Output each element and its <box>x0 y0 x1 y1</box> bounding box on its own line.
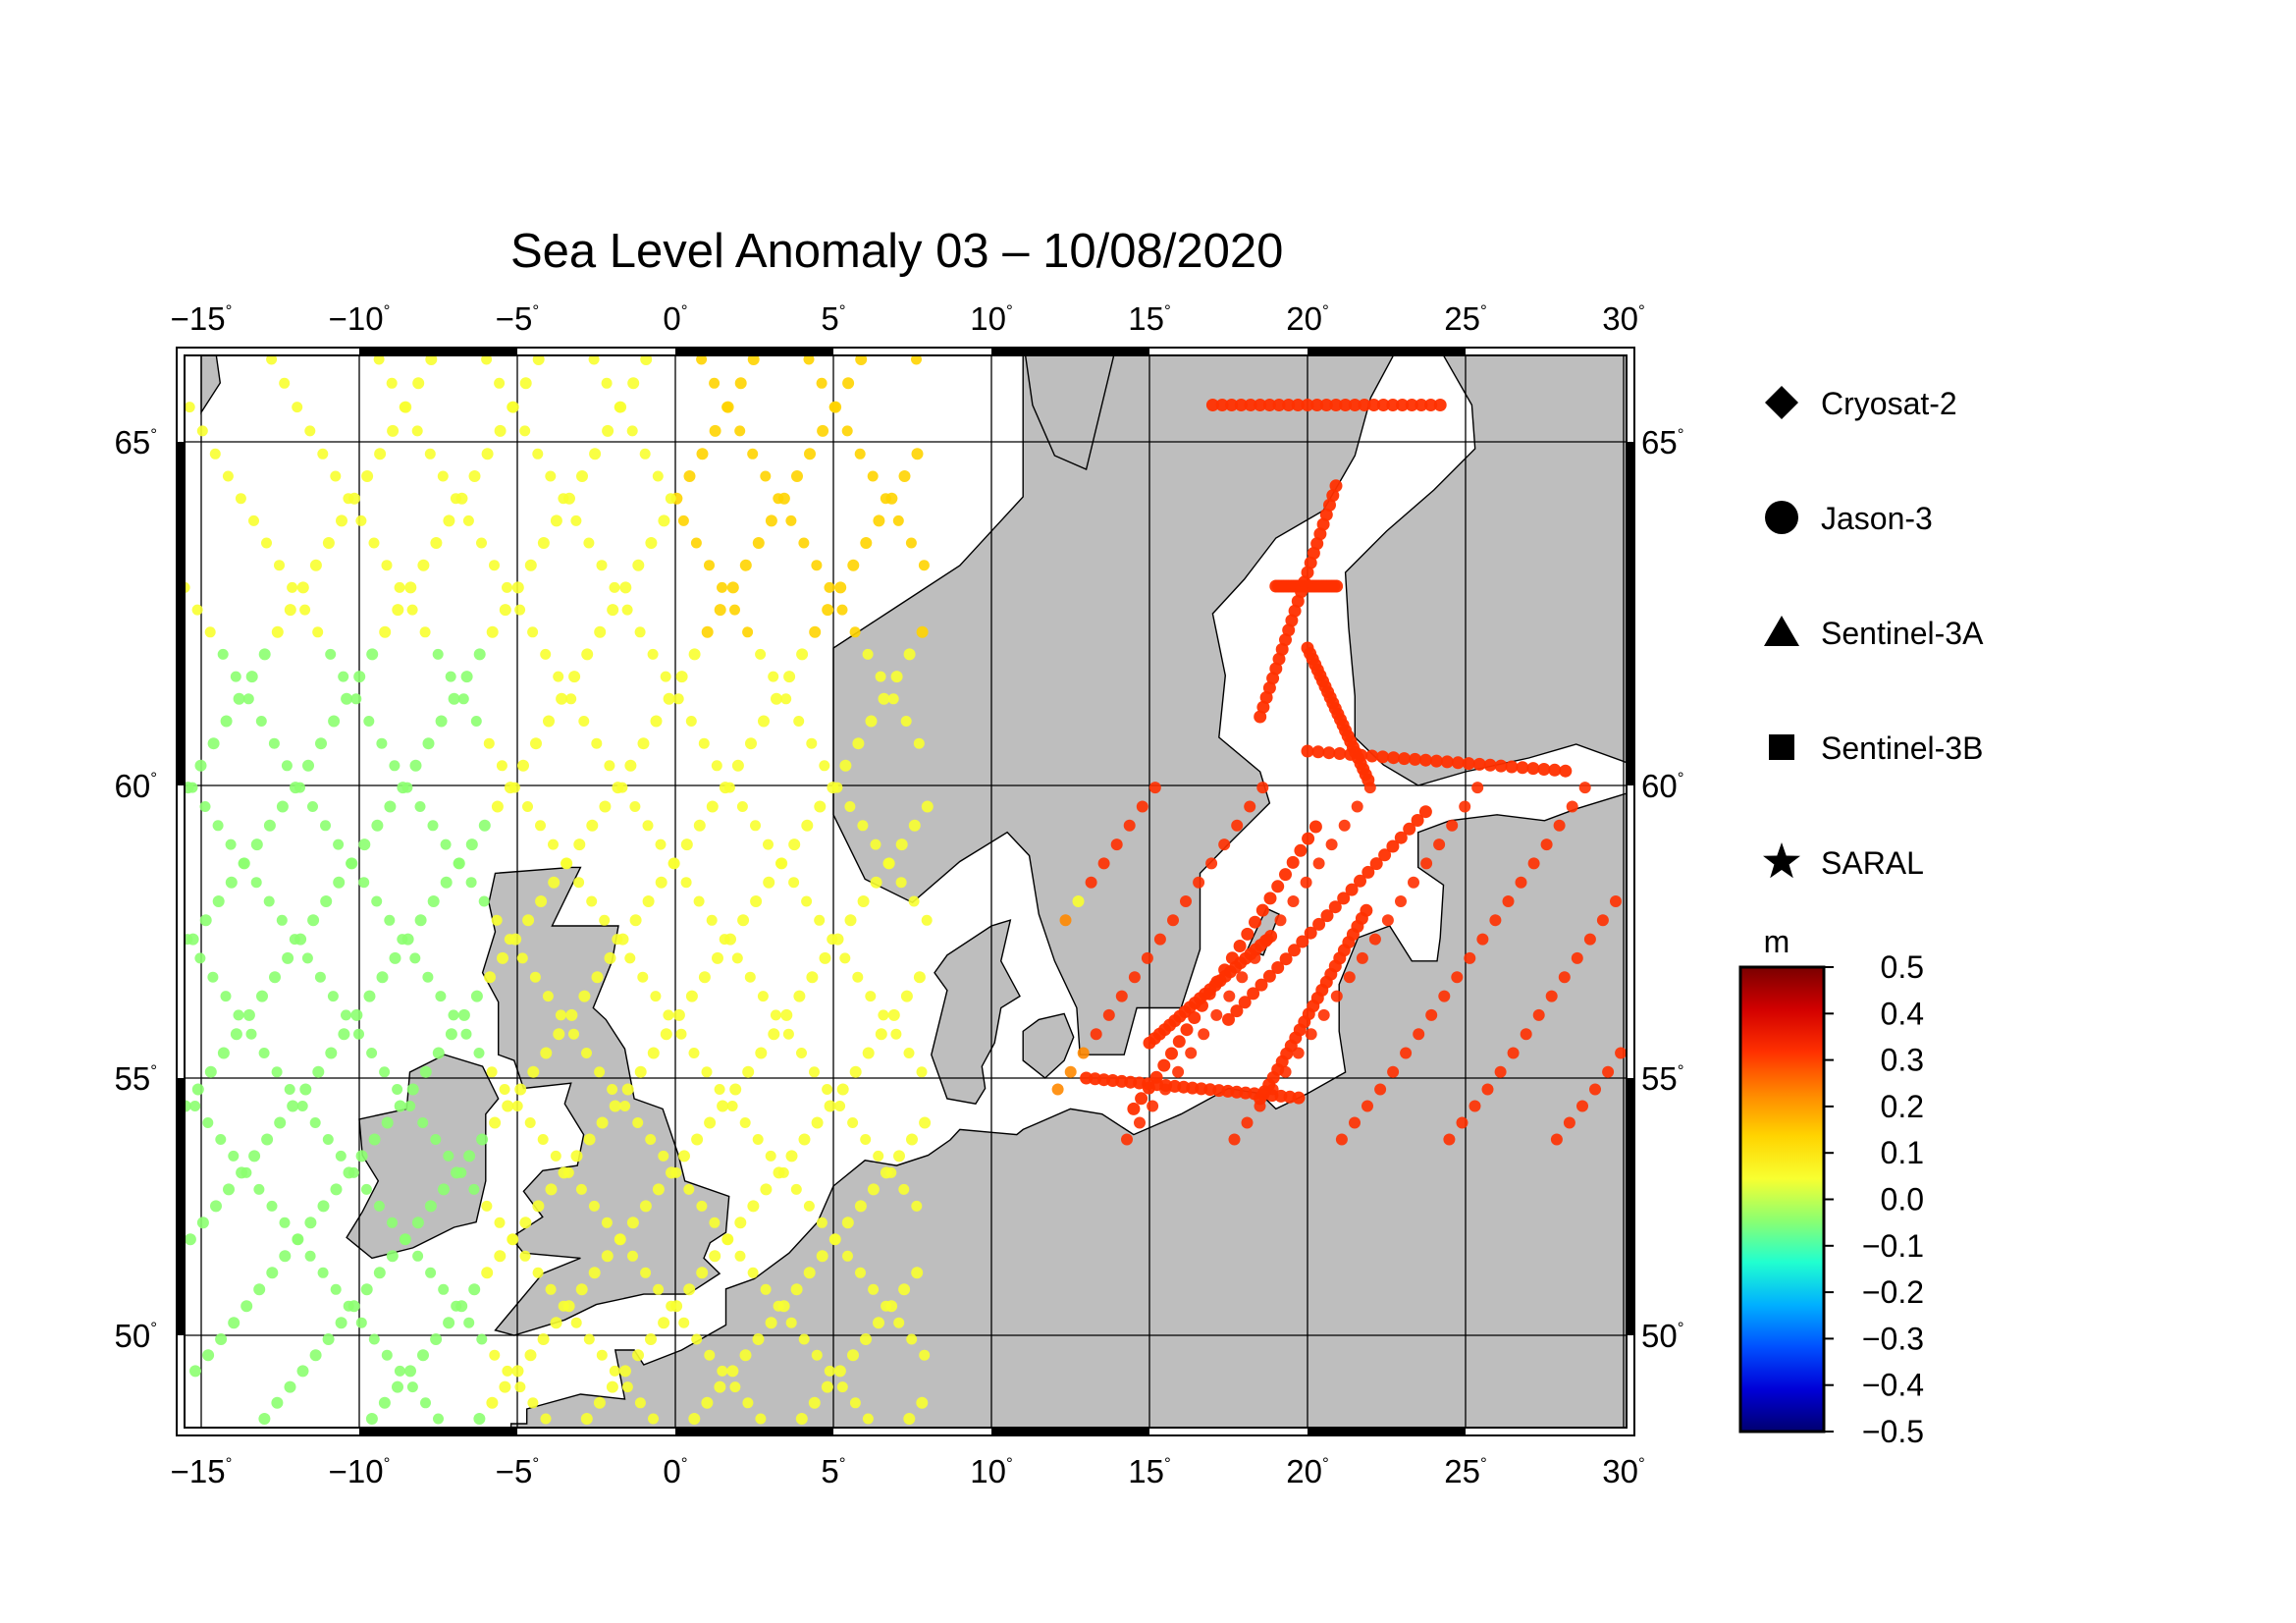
jutland-land <box>931 919 1021 1105</box>
lon-tick-label-bottom: −15° <box>171 1453 233 1489</box>
lat-tick-label-left: 60° <box>114 768 157 804</box>
lon-tick-label-top: 30° <box>1602 300 1645 337</box>
lon-tick-label-top: 15° <box>1128 300 1171 337</box>
altimetry-points <box>185 355 1627 1425</box>
legend-item-label: Sentinel-3B <box>1821 730 1983 766</box>
lon-tick-label-top: 0° <box>663 300 687 337</box>
lon-tick-label-top: −10° <box>329 300 391 337</box>
lon-tick-label-bottom: 20° <box>1286 1453 1329 1489</box>
lat-tick-label-right: 60° <box>1641 768 1684 804</box>
legend-item-sentinel-3a: Sentinel-3A <box>1764 616 1984 651</box>
diamond-icon <box>1765 386 1798 419</box>
colorbar-tick-label: −0.3 <box>1862 1321 1924 1356</box>
square-icon <box>1769 734 1794 760</box>
norway-north-land <box>1024 355 1115 470</box>
colorbar-tick-label: 0.1 <box>1881 1135 1924 1170</box>
lat-tick-label-left: 50° <box>114 1318 157 1354</box>
chart-title: Sea Level Anomaly 03 – 10/08/2020 <box>510 225 1284 278</box>
lon-tick-label-bottom: −5° <box>496 1453 539 1489</box>
colorbar-tick-label: −0.1 <box>1862 1228 1924 1264</box>
lat-tick-label-left: 65° <box>114 424 157 460</box>
lat-tick-label-right: 55° <box>1641 1060 1684 1097</box>
legend-item-jason-3: Jason-3 <box>1765 501 1933 536</box>
lat-tick-label-right: 50° <box>1641 1318 1684 1354</box>
zealand-land <box>1022 1012 1075 1079</box>
star-icon <box>1763 842 1800 879</box>
colorbar-tick-label: 0.4 <box>1881 996 1924 1031</box>
map-area <box>185 355 1627 1428</box>
legend-item-label: SARAL <box>1821 845 1924 881</box>
legend-item-sentinel-3b: Sentinel-3B <box>1769 730 1983 766</box>
colorbar-tick-label: −0.5 <box>1862 1414 1924 1449</box>
colorbar-scale <box>1738 965 1826 1434</box>
lon-tick-label-bottom: 0° <box>663 1453 687 1489</box>
lon-tick-label-top: −5° <box>496 300 539 337</box>
triangle-icon <box>1764 616 1799 646</box>
lon-tick-label-bottom: 30° <box>1602 1453 1645 1489</box>
lat-tick-label-right: 65° <box>1641 424 1684 460</box>
lat-tick-label-left: 55° <box>114 1060 157 1097</box>
colorbar-tick-label: 0.2 <box>1881 1089 1924 1124</box>
lon-tick-label-top: −15° <box>171 300 233 337</box>
colorbar-tick-label: 0.5 <box>1881 949 1924 985</box>
legend-item-saral: SARAL <box>1763 842 1924 881</box>
legend-item-label: Sentinel-3A <box>1821 616 1984 651</box>
colorbar-tick-label: 0.3 <box>1881 1043 1924 1078</box>
legend-item-label: Cryosat-2 <box>1821 386 1957 421</box>
map-frame <box>176 347 1635 1436</box>
lon-tick-label-bottom: 10° <box>970 1453 1013 1489</box>
lon-tick-label-top: 5° <box>821 300 845 337</box>
lon-tick-label-bottom: 15° <box>1128 1453 1171 1489</box>
lon-tick-label-top: 10° <box>970 300 1013 337</box>
lon-tick-label-top: 25° <box>1444 300 1487 337</box>
colorbar: m 0.5 0.4 0.3 0.2 0.1 0.0 −0.1 −0.2 −0.3 −0.4 −0.5 <box>1738 924 1924 1449</box>
legend-item-label: Jason-3 <box>1821 501 1933 536</box>
colorbar-unit: m <box>1764 924 1790 959</box>
graticule <box>185 355 1627 1428</box>
colorbar-tick-label: −0.4 <box>1862 1368 1924 1403</box>
legend-item-cryosat-2: Cryosat-2 <box>1765 386 1957 421</box>
colorbar-tick-label: 0.0 <box>1881 1182 1924 1217</box>
circle-icon <box>1765 501 1798 534</box>
lon-tick-label-bottom: −10° <box>329 1453 391 1489</box>
lon-tick-label-bottom: 5° <box>821 1453 845 1489</box>
lon-tick-label-bottom: 25° <box>1444 1453 1487 1489</box>
satellite-legend: Cryosat-2 Jason-3 Sentinel-3A Sentinel-3B SA… <box>1763 386 1984 881</box>
colorbar-tick-label: −0.2 <box>1862 1274 1924 1310</box>
axis-tick-labels: −15° −15° −10° −10° −5° −5° 0° 0° 5° 5° 10° 10° 15° 1… <box>114 300 1683 1489</box>
lon-tick-label-top: 20° <box>1286 300 1329 337</box>
